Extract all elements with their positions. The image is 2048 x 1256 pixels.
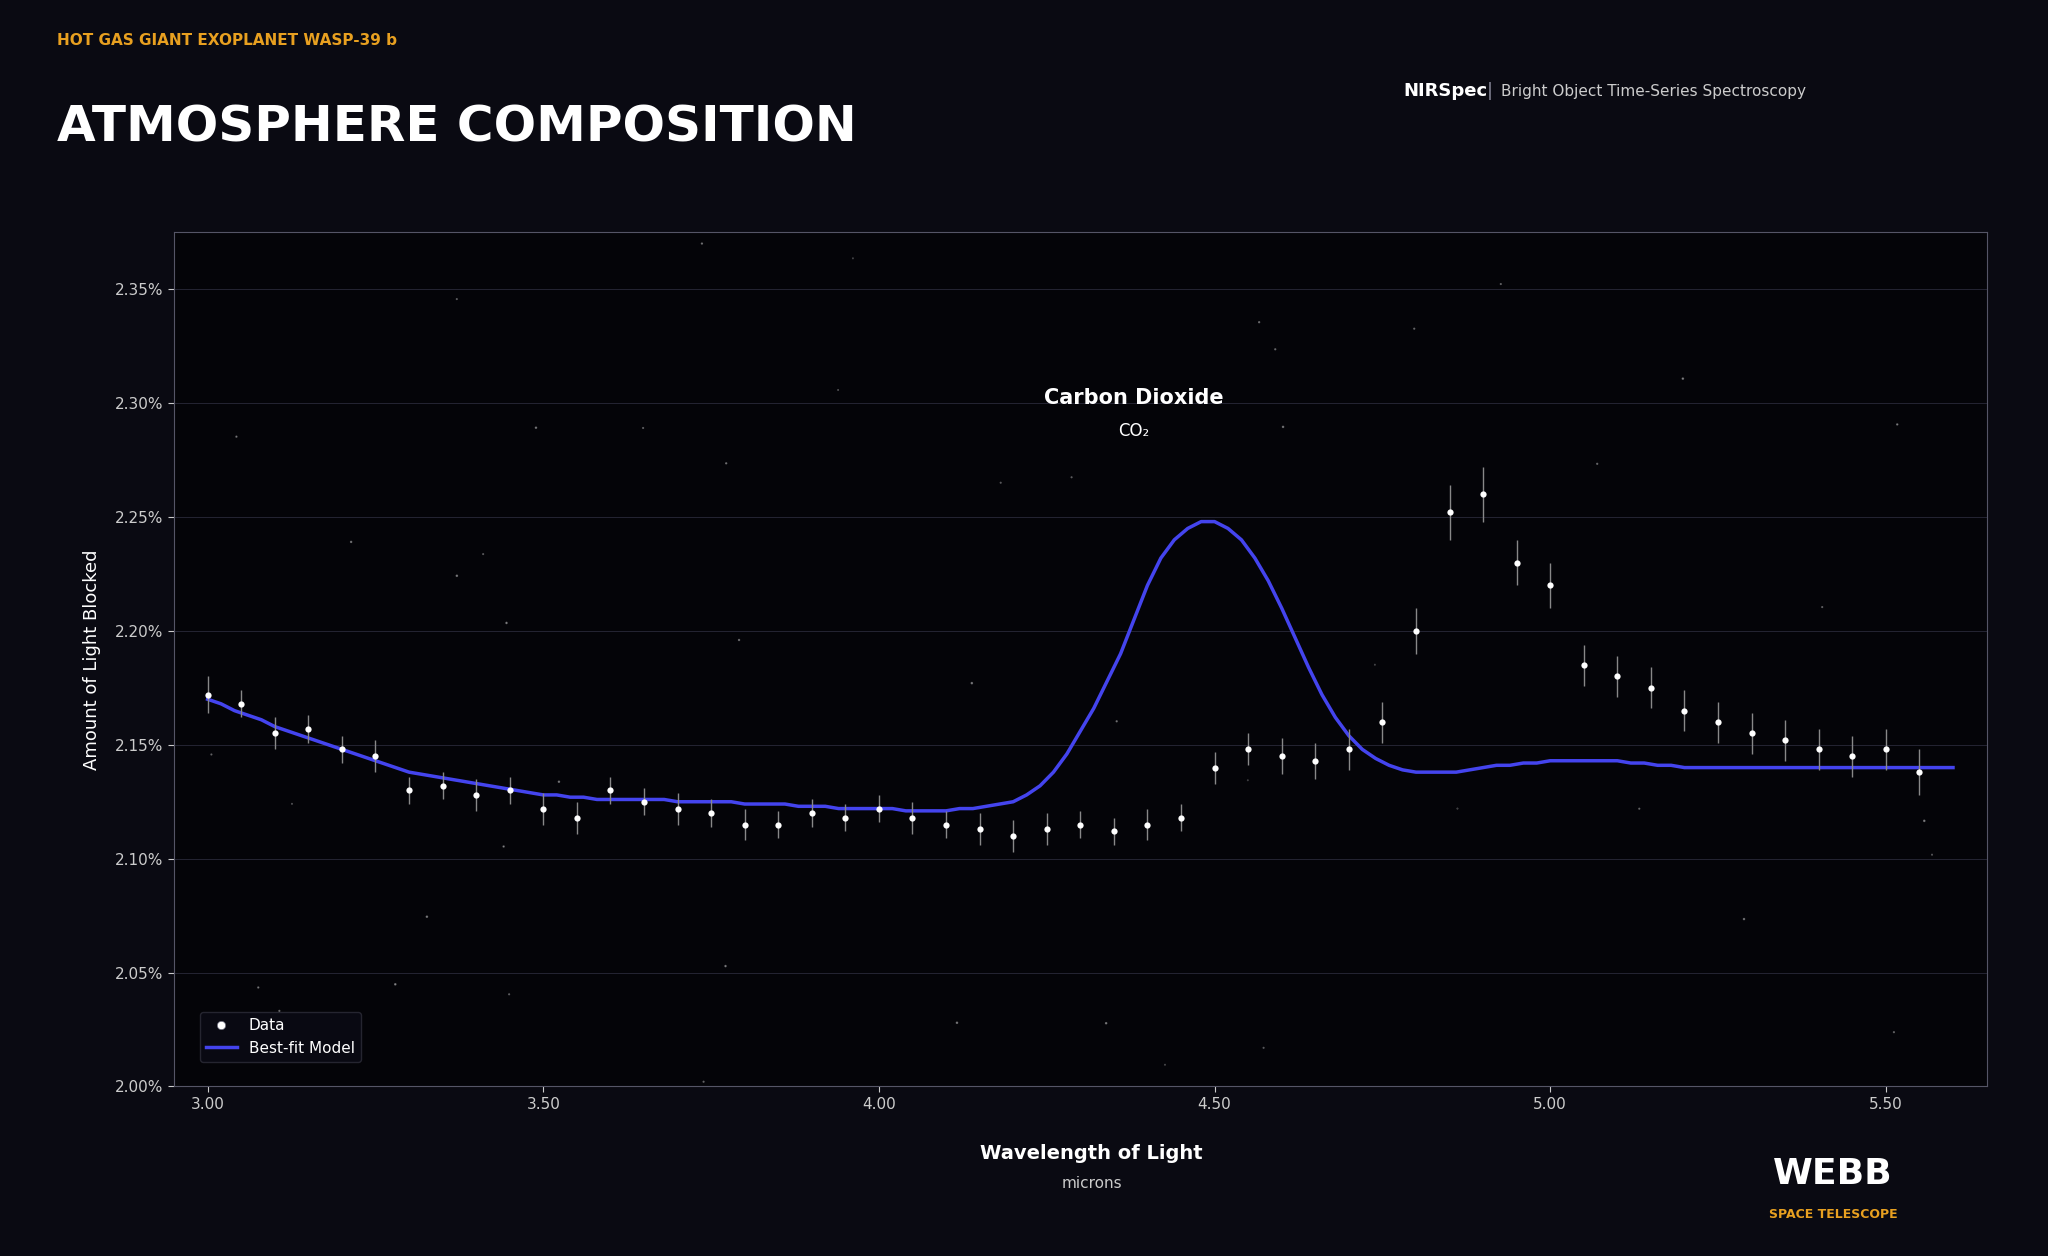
Point: [1399, 319, 1432, 339]
Point: [262, 1001, 295, 1021]
Point: [1667, 368, 1700, 388]
Text: HOT GAS GIANT EXOPLANET WASP-39 b: HOT GAS GIANT EXOPLANET WASP-39 b: [57, 33, 397, 48]
Text: microns: microns: [1061, 1176, 1122, 1191]
Point: [686, 234, 719, 254]
Point: [1358, 654, 1391, 674]
Point: [1729, 909, 1761, 929]
Point: [276, 794, 309, 814]
Point: [723, 631, 756, 651]
Point: [1806, 597, 1839, 617]
Point: [242, 977, 274, 997]
Point: [1622, 799, 1655, 819]
Point: [334, 531, 367, 551]
Point: [379, 975, 412, 995]
Point: [1108, 392, 1141, 412]
Point: [1260, 339, 1292, 359]
Text: |: |: [1487, 82, 1493, 100]
Point: [520, 418, 553, 438]
Point: [1442, 799, 1475, 819]
Point: [219, 427, 252, 447]
Point: [985, 472, 1018, 492]
Text: WEBB: WEBB: [1774, 1157, 1892, 1192]
Point: [1266, 417, 1298, 437]
Point: [1909, 811, 1942, 831]
Point: [487, 836, 520, 857]
Point: [1055, 467, 1087, 487]
Point: [1247, 1037, 1280, 1058]
Point: [1485, 274, 1518, 294]
Point: [195, 745, 227, 765]
Legend: Data, Best-fit Model: Data, Best-fit Model: [201, 1012, 360, 1061]
Text: Bright Object Time-Series Spectroscopy: Bright Object Time-Series Spectroscopy: [1501, 84, 1806, 98]
Point: [821, 379, 854, 399]
Point: [627, 418, 659, 438]
Point: [709, 956, 741, 976]
Point: [494, 985, 526, 1005]
Y-axis label: Amount of Light Blocked: Amount of Light Blocked: [84, 549, 100, 770]
Point: [1090, 1014, 1122, 1034]
Point: [956, 673, 989, 693]
Point: [940, 1012, 973, 1032]
Point: [1231, 770, 1264, 790]
Point: [440, 565, 473, 585]
Text: SPACE TELESCOPE: SPACE TELESCOPE: [1769, 1208, 1896, 1221]
Point: [1581, 453, 1614, 474]
Point: [1243, 313, 1276, 333]
Point: [410, 907, 442, 927]
Point: [711, 453, 743, 474]
Text: Wavelength of Light: Wavelength of Light: [981, 1143, 1202, 1163]
Point: [1880, 414, 1913, 435]
Point: [688, 1071, 721, 1091]
Point: [467, 544, 500, 564]
Point: [440, 289, 473, 309]
Point: [1100, 711, 1133, 731]
Point: [1149, 1055, 1182, 1075]
Text: NIRSpec: NIRSpec: [1403, 82, 1487, 100]
Point: [543, 771, 575, 791]
Text: ATMOSPHERE COMPOSITION: ATMOSPHERE COMPOSITION: [57, 103, 858, 152]
Point: [1878, 1022, 1911, 1042]
Point: [489, 613, 522, 633]
Text: Carbon Dioxide: Carbon Dioxide: [1044, 388, 1225, 408]
Text: CO₂: CO₂: [1118, 422, 1149, 440]
Point: [836, 249, 868, 269]
Point: [1915, 844, 1948, 864]
